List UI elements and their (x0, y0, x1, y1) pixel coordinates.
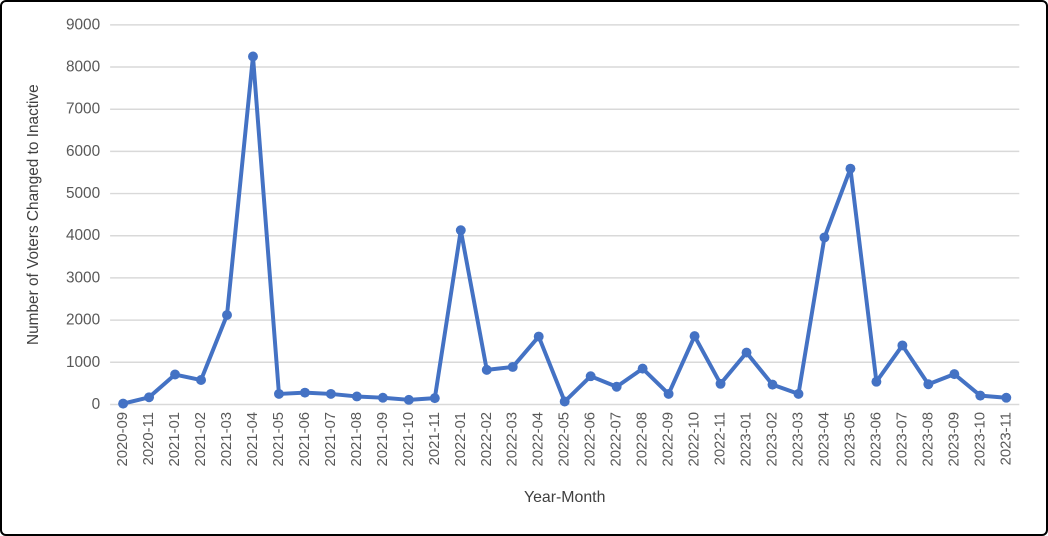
data-point-marker (845, 163, 856, 174)
data-point-marker (871, 376, 882, 387)
data-point-marker (118, 398, 129, 409)
y-tick-label: 7000 (66, 101, 100, 118)
data-point-marker (403, 394, 414, 405)
y-tick-label: 1000 (66, 354, 100, 371)
data-point-marker (351, 391, 362, 402)
x-tick-label: 2021-11 (427, 412, 443, 466)
data-point-marker (741, 347, 752, 358)
x-tick-label: 2023-02 (765, 412, 781, 467)
x-tick-label: 2022-01 (453, 412, 469, 467)
data-point-marker (611, 381, 622, 392)
x-axis-tick-labels: 2020-09 2020-11 2021-01 2021-02 2021-03 2021-… (115, 412, 1014, 467)
y-tick-label: 6000 (66, 143, 100, 160)
x-tick-label: 2022-05 (557, 412, 573, 467)
data-point-marker (196, 375, 206, 385)
x-tick-label: 2022-10 (687, 412, 703, 467)
x-tick-label: 2021-09 (375, 412, 391, 467)
x-tick-label: 2021-08 (349, 412, 365, 467)
data-point-marker (715, 378, 726, 389)
data-point-marker (248, 51, 258, 62)
y-axis-tick-labels: 0 1000 2000 3000 4000 5000 6000 7000 8000 9000 (66, 16, 100, 413)
data-point-marker (923, 379, 934, 390)
data-point-marker (559, 396, 570, 407)
x-tick-label: 2022-09 (661, 412, 677, 467)
x-tick-label: 2021-07 (323, 412, 339, 467)
x-tick-label: 2020-09 (115, 412, 131, 467)
data-point-marker (429, 393, 440, 404)
x-tick-label: 2023-01 (739, 412, 755, 467)
x-tick-label: 2021-05 (271, 412, 287, 467)
y-tick-label: 2000 (66, 312, 100, 329)
x-tick-label: 2022-11 (713, 412, 729, 465)
data-point-marker (481, 364, 492, 375)
data-point-marker (1001, 392, 1012, 403)
x-tick-label: 2022-06 (583, 412, 599, 467)
data-point-marker (975, 390, 986, 401)
data-point-marker (325, 388, 336, 399)
data-point-marker (507, 361, 518, 372)
x-tick-label: 2023-09 (946, 412, 962, 467)
x-tick-label: 2022-07 (609, 412, 625, 467)
x-tick-label: 2021-10 (401, 412, 417, 467)
x-tick-label: 2021-03 (219, 412, 235, 467)
y-axis-title: Number of Voters Changed to Inactive (25, 84, 42, 345)
data-point-marker (170, 369, 181, 380)
x-tick-label: 2022-02 (479, 412, 495, 467)
data-point-marker (299, 387, 310, 398)
data-point-marker (663, 388, 674, 399)
x-tick-label: 2023-10 (972, 412, 988, 467)
y-tick-label: 9000 (66, 16, 100, 33)
data-point-marker (377, 392, 388, 403)
data-point-marker (637, 363, 648, 374)
x-tick-label: 2022-04 (531, 412, 547, 467)
data-point-marker (144, 392, 155, 403)
gridlines (110, 24, 1020, 406)
x-tick-label: 2023-04 (816, 412, 832, 467)
x-tick-label: 2021-04 (245, 412, 261, 467)
data-point-marker (793, 388, 804, 399)
x-tick-label: 2023-11 (998, 412, 1014, 465)
x-tick-label: 2023-08 (920, 412, 936, 467)
y-tick-label: 4000 (66, 227, 100, 244)
data-point-marker (585, 371, 596, 382)
x-tick-label: 2021-01 (167, 412, 183, 467)
y-tick-label: 0 (92, 396, 101, 413)
x-tick-label: 2023-06 (868, 412, 884, 467)
x-tick-label: 2021-02 (193, 412, 209, 467)
x-tick-label: 2020-11 (141, 412, 157, 466)
x-tick-label: 2022-08 (635, 412, 651, 467)
x-tick-label: 2021-06 (297, 412, 313, 467)
data-point-marker (222, 310, 232, 321)
y-tick-label: 8000 (66, 59, 100, 76)
data-point-markers (118, 51, 1012, 409)
data-point-marker (819, 232, 830, 243)
data-point-marker (767, 379, 778, 390)
x-tick-label: 2023-05 (842, 412, 858, 467)
data-point-marker (689, 331, 700, 342)
y-tick-label: 5000 (66, 185, 100, 202)
data-point-marker (897, 340, 908, 351)
x-tick-label: 2023-07 (894, 412, 910, 467)
data-point-marker (455, 225, 466, 236)
x-tick-label: 2022-03 (505, 412, 521, 467)
data-point-marker (533, 331, 544, 342)
x-axis-title: Year-Month (524, 489, 605, 506)
x-tick-label: 2023-03 (790, 412, 806, 467)
data-point-marker (949, 369, 960, 380)
y-tick-label: 3000 (66, 269, 100, 286)
data-point-marker (273, 388, 284, 399)
